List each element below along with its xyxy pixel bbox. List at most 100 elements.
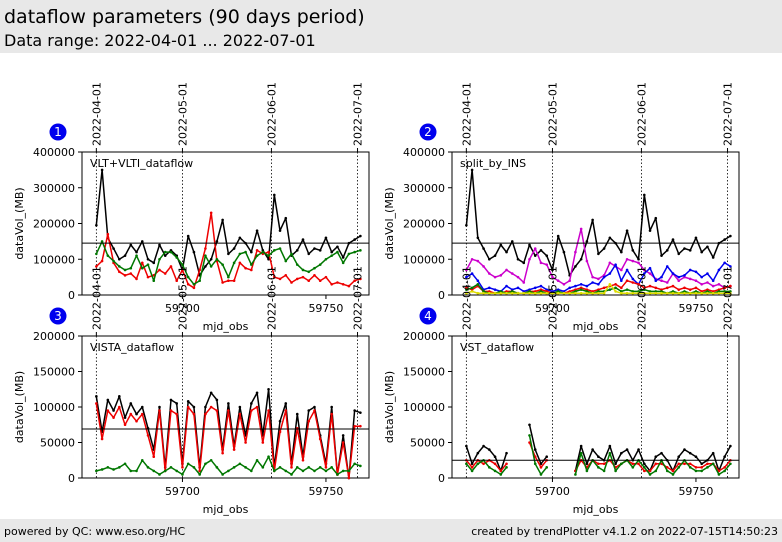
- panel-3-point-black: [175, 402, 179, 405]
- panel-3-point-red: [118, 405, 121, 409]
- panel-4-point-red: [677, 462, 681, 466]
- panel-3-point-green: [169, 466, 173, 469]
- panel-2-point-black: [505, 250, 508, 254]
- panel-2-point-blue: [677, 275, 681, 279]
- panel-4-point-red: [723, 466, 726, 469]
- panel-1-date-label: 2022-06-01: [265, 82, 278, 146]
- panel-4-point-black: [579, 444, 583, 448]
- panel-1-point-black: [158, 243, 161, 247]
- panel-2-point-green: [683, 290, 686, 293]
- panel-1-point-red: [330, 282, 333, 286]
- panel-3-point-black: [307, 409, 311, 412]
- panel-2-point-green: [499, 290, 503, 293]
- page-subtitle: Data range: 2022-04-01 ... 2022-07-01: [4, 31, 316, 50]
- panel-3-point-black: [255, 391, 259, 395]
- panel-2-point-magenta: [677, 279, 681, 282]
- panel-1-point-black: [313, 247, 316, 250]
- panel-3-date-label: 2022-05-01: [176, 266, 189, 330]
- panel-2-point-yellow: [488, 291, 491, 295]
- panel-2-point-red: [545, 290, 549, 293]
- panel-1-y-axis-label: dataVol_(MB): [13, 187, 26, 259]
- panel-2-point-yellow: [585, 291, 589, 295]
- panel-2-point-red: [665, 286, 669, 290]
- panel-1-point-red: [272, 275, 276, 279]
- panel-4-series-red: [465, 459, 508, 472]
- panel-4-series-red: [574, 459, 731, 472]
- panel-4-point-red: [482, 462, 485, 466]
- panel-2-point-blue: [556, 288, 560, 291]
- panel-3-point-green: [146, 466, 150, 469]
- panel-4-series-label: VST_dataflow: [460, 341, 534, 354]
- panel-1-date-label: 2022-05-01: [176, 82, 189, 146]
- panel-2-y-axis-label: dataVol_(MB): [383, 187, 396, 259]
- panel-1-point-red: [95, 265, 98, 268]
- panel-4-point-red: [706, 462, 709, 466]
- panel-2-point-red: [597, 288, 600, 291]
- panel-2-point-magenta: [648, 272, 652, 275]
- panel-4-y-tick-label: 100000: [403, 401, 445, 414]
- panel-4-series-green: [574, 452, 731, 476]
- panel-3-y-axis-label: dataVol_(MB): [13, 371, 26, 443]
- panel-3-point-red: [301, 458, 305, 462]
- panel-3-point-green: [181, 473, 184, 476]
- panel-1-point-black: [272, 193, 276, 197]
- panel-3-point-red: [244, 441, 247, 444]
- panel-1-point-red: [301, 275, 305, 279]
- panel-1-point-green: [118, 265, 121, 268]
- panel-2-point-blue: [528, 288, 531, 291]
- panel-4-point-black: [476, 451, 480, 455]
- panel-2-plot-area: [451, 151, 740, 296]
- panel-4-point-green: [597, 466, 600, 469]
- panel-4-point-red: [602, 462, 606, 466]
- panel-2-point-yellow: [688, 291, 692, 295]
- panel-3-point-red: [250, 409, 253, 412]
- panel-2-point-black: [465, 223, 468, 227]
- panel-2-point-green: [510, 290, 514, 293]
- panel-2-point-magenta: [562, 282, 566, 286]
- panel-2-point-magenta: [694, 279, 698, 282]
- panel-2-point-green: [642, 288, 646, 291]
- panel-4-point-red: [631, 462, 635, 466]
- panel-3-date-label: 2022-07-01: [352, 266, 365, 330]
- panel-3-point-red: [341, 441, 345, 444]
- panel-1-point-red: [238, 261, 242, 265]
- panel-2-point-green: [608, 288, 612, 291]
- panel-2-point-magenta: [642, 268, 646, 272]
- panel-1-point-black: [261, 249, 265, 252]
- panel-3-point-red: [227, 409, 230, 412]
- panel-2-point-black: [551, 268, 554, 272]
- panel-2-point-black: [522, 261, 526, 265]
- panel-2-y-tick-label: 0: [438, 289, 445, 302]
- panel-3-point-red: [209, 405, 213, 409]
- panel-3-point-green: [192, 466, 196, 469]
- panel-3-point-green: [221, 473, 224, 476]
- panel-2-point-magenta: [476, 259, 480, 263]
- panel-3-point-green: [278, 466, 282, 469]
- panel-1-date-label: 2022-04-01: [90, 82, 103, 146]
- panel-3-point-green: [359, 464, 362, 468]
- panel-3-x-tick-label: 59700: [165, 485, 200, 498]
- panel-4-point-black: [539, 462, 543, 466]
- panel-2-point-green: [654, 290, 658, 293]
- panel-2-point-green: [729, 290, 732, 293]
- panel-2-point-yellow: [505, 291, 508, 295]
- panel-4-point-black: [688, 451, 692, 455]
- panel-4-point-green: [602, 469, 606, 473]
- panel-2-point-yellow: [568, 291, 571, 295]
- panel-3-point-red: [146, 434, 150, 437]
- panel-4-point-black: [637, 448, 640, 451]
- panel-1-point-red: [353, 279, 356, 282]
- panel-2-point-yellow: [545, 291, 549, 295]
- panel-2-point-green: [671, 290, 675, 293]
- panel-3-point-red: [278, 430, 282, 434]
- panel-1-point-black: [227, 252, 230, 256]
- panel-2-point-blue: [470, 272, 474, 275]
- panel-3-series-label: VISTA_dataflow: [90, 341, 174, 354]
- panel-2-point-magenta: [482, 265, 485, 268]
- panel-1-point-green: [215, 257, 219, 261]
- panel-4-point-green: [574, 473, 577, 476]
- panel-2-point-magenta: [493, 275, 497, 279]
- panel-2-point-red: [625, 279, 629, 282]
- panel-2-point-yellow: [562, 291, 566, 295]
- panel-3-point-red: [215, 409, 219, 412]
